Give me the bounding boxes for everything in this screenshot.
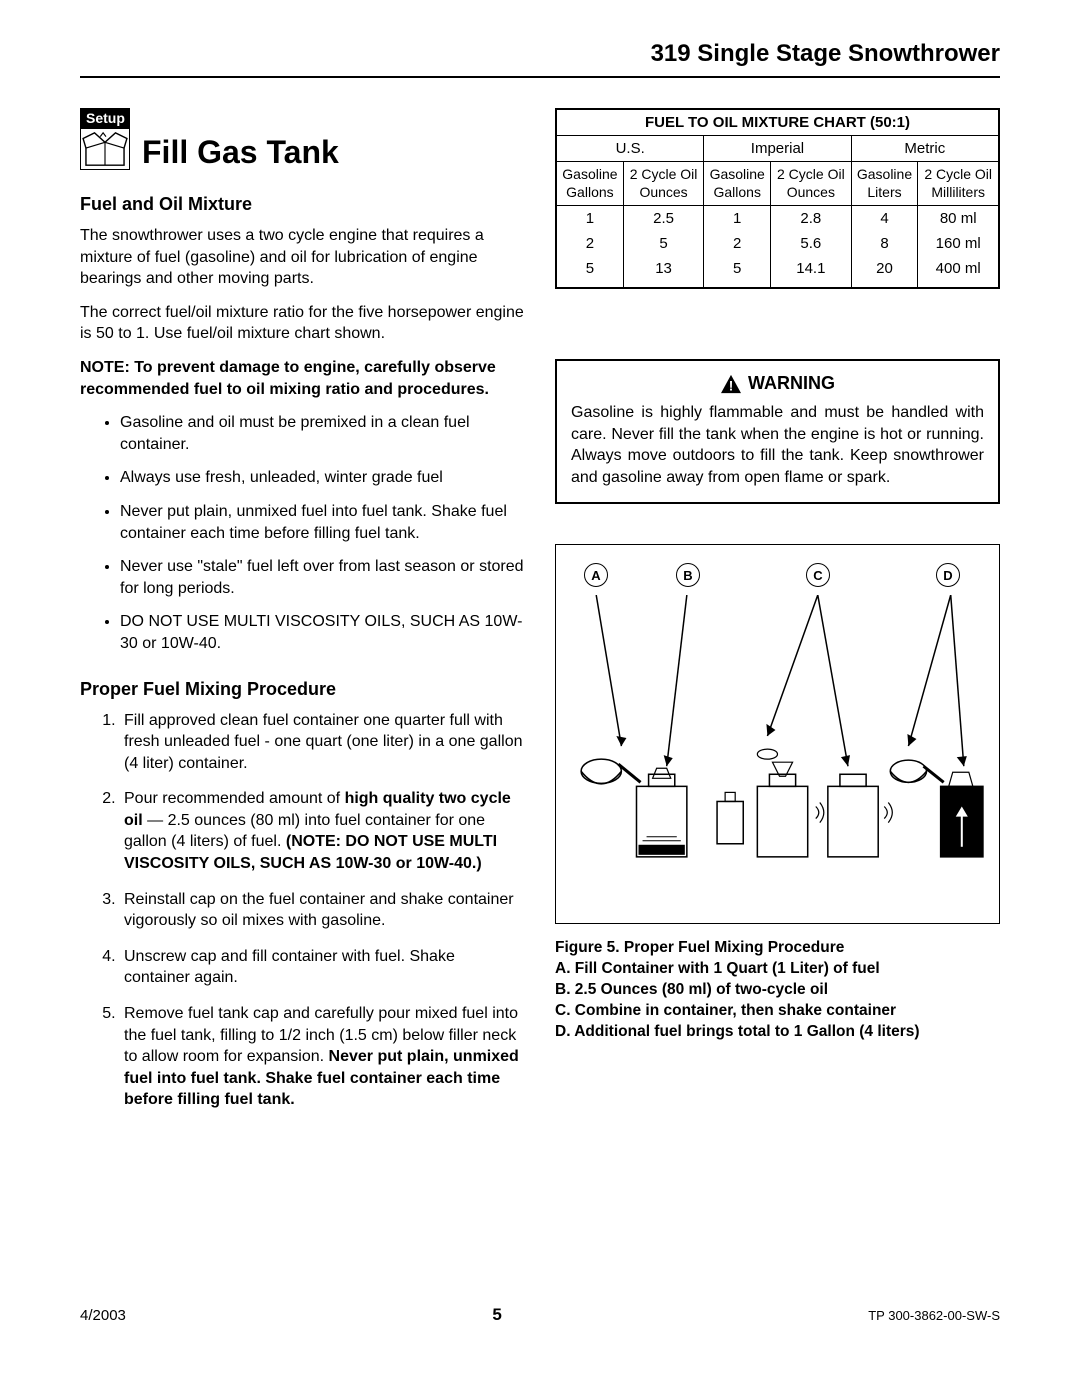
chart-col: 2 Cycle OilOunces xyxy=(771,162,852,206)
chart-cell: 1 xyxy=(704,206,771,232)
open-box-icon xyxy=(80,128,130,170)
page-footer: 4/2003 5 TP 300-3862-00-SW-S xyxy=(80,1305,1000,1325)
warning-label: WARNING xyxy=(748,373,835,394)
figure-label-b: B xyxy=(676,563,700,587)
chart-cell: 160 ml xyxy=(918,231,999,256)
chart-cell: 5 xyxy=(623,231,704,256)
chart-cell: 1 xyxy=(556,206,623,232)
chart-col: GasolineGallons xyxy=(704,162,771,206)
chart-cell: 4 xyxy=(851,206,918,232)
chart-system: Imperial xyxy=(704,136,851,162)
mixing-diagram-icon xyxy=(566,595,989,897)
caption-line: D. Additional fuel brings total to 1 Gal… xyxy=(555,1022,1000,1043)
footer-date: 4/2003 xyxy=(80,1307,126,1324)
bullet: Gasoline and oil must be premixed in a c… xyxy=(120,412,525,455)
chart-cell: 5 xyxy=(704,256,771,288)
chart-col: GasolineGallons xyxy=(556,162,623,206)
footer-doc-id: TP 300-3862-00-SW-S xyxy=(868,1308,1000,1323)
chart-col: 2 Cycle OilMilliliters xyxy=(918,162,999,206)
warning-triangle-icon: ! xyxy=(720,374,742,394)
warning-box: ! WARNING Gasoline is highly flammable a… xyxy=(555,359,1000,504)
chart-cell: 20 xyxy=(851,256,918,288)
step: Reinstall cap on the fuel container and … xyxy=(120,889,525,932)
caption-line: A. Fill Container with 1 Quart (1 Liter)… xyxy=(555,959,1000,980)
fuel-oil-chart: FUEL TO OIL MIXTURE CHART (50:1) U.S. Im… xyxy=(555,108,1000,289)
step: Fill approved clean fuel container one q… xyxy=(120,710,525,775)
chart-cell: 2 xyxy=(704,231,771,256)
caption-title: Figure 5. Proper Fuel Mixing Procedure xyxy=(555,938,1000,959)
step-text: Reinstall cap on the fuel container and … xyxy=(124,891,514,930)
setup-block: Setup Fill Gas Tank xyxy=(80,108,525,170)
fuel-mix-p2: The correct fuel/oil mixture ratio for t… xyxy=(80,302,525,345)
step: Unscrew cap and fill container with fuel… xyxy=(120,946,525,989)
caption-line: B. 2.5 Ounces (80 ml) of two-cycle oil xyxy=(555,980,1000,1001)
chart-cell: 13 xyxy=(623,256,704,288)
figure-label-d: D xyxy=(936,563,960,587)
bullet: Always use fresh, unleaded, winter grade… xyxy=(120,467,525,489)
chart-cell: 5.6 xyxy=(771,231,852,256)
fuel-mix-bullets: Gasoline and oil must be premixed in a c… xyxy=(120,412,525,654)
right-column: FUEL TO OIL MIXTURE CHART (50:1) U.S. Im… xyxy=(555,108,1000,1125)
chart-system: U.S. xyxy=(556,136,704,162)
setup-badge: Setup xyxy=(80,108,130,170)
figure-caption: Figure 5. Proper Fuel Mixing Procedure A… xyxy=(555,938,1000,1043)
fuel-mix-heading: Fuel and Oil Mixture xyxy=(80,194,525,215)
bullet: DO NOT USE MULTI VISCOSITY OILS, SUCH AS… xyxy=(120,611,525,654)
chart-title: FUEL TO OIL MIXTURE CHART (50:1) xyxy=(556,109,999,136)
fuel-mix-note: NOTE: To prevent damage to engine, caref… xyxy=(80,357,525,400)
bullet: Never put plain, unmixed fuel into fuel … xyxy=(120,501,525,544)
chart-cell: 2 xyxy=(556,231,623,256)
step: Remove fuel tank cap and carefully pour … xyxy=(120,1003,525,1111)
step: Pour recommended amount of high quality … xyxy=(120,788,525,874)
setup-badge-label: Setup xyxy=(80,108,130,128)
chart-col: 2 Cycle OilOunces xyxy=(623,162,704,206)
step-text: Pour recommended amount of xyxy=(124,790,345,807)
page-header: 319 Single Stage Snowthrower xyxy=(80,40,1000,78)
svg-text:!: ! xyxy=(729,378,734,393)
chart-cell: 80 ml xyxy=(918,206,999,232)
section-title: Fill Gas Tank xyxy=(142,111,339,170)
footer-page-number: 5 xyxy=(492,1305,501,1325)
step-text: Unscrew cap and fill container with fuel… xyxy=(124,948,455,987)
figure-label-c: C xyxy=(806,563,830,587)
procedure-steps: Fill approved clean fuel container one q… xyxy=(120,710,525,1112)
warning-text: Gasoline is highly flammable and must be… xyxy=(571,402,984,488)
product-title: 319 Single Stage Snowthrower xyxy=(651,40,1000,67)
chart-cell: 400 ml xyxy=(918,256,999,288)
figure-box: A B C D xyxy=(555,544,1000,924)
fuel-mix-p1: The snowthrower uses a two cycle engine … xyxy=(80,225,525,290)
procedure-heading: Proper Fuel Mixing Procedure xyxy=(80,679,525,700)
bullet: Never use "stale" fuel left over from la… xyxy=(120,556,525,599)
chart-system: Metric xyxy=(851,136,999,162)
chart-cell: 14.1 xyxy=(771,256,852,288)
step-text: Fill approved clean fuel container one q… xyxy=(124,712,522,772)
chart-cell: 8 xyxy=(851,231,918,256)
caption-line: C. Combine in container, then shake cont… xyxy=(555,1001,1000,1022)
left-column: Setup Fill Gas Tank Fuel and Oil Mixture… xyxy=(80,108,525,1125)
chart-cell: 2.8 xyxy=(771,206,852,232)
chart-cell: 2.5 xyxy=(623,206,704,232)
chart-col: GasolineLiters xyxy=(851,162,918,206)
figure-label-a: A xyxy=(584,563,608,587)
chart-cell: 5 xyxy=(556,256,623,288)
